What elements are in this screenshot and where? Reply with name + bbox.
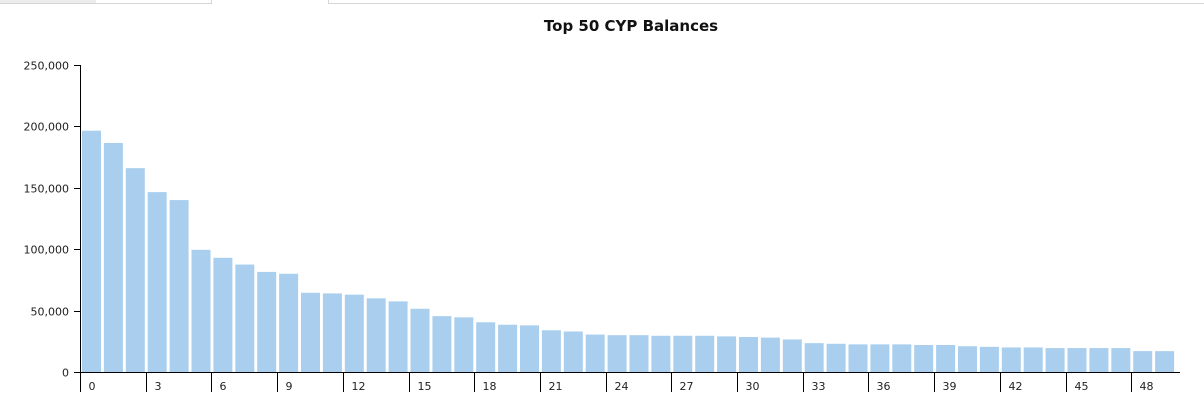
- bar-8: [257, 271, 277, 372]
- bar-43: [1023, 347, 1043, 372]
- bar-27: [673, 335, 693, 372]
- y-tick-label: 50,000: [31, 306, 70, 319]
- bar-16: [432, 316, 452, 372]
- bar-3: [147, 192, 167, 372]
- bar-21: [541, 330, 561, 372]
- bar-9: [279, 273, 299, 372]
- x-tick-label: 30: [746, 380, 760, 393]
- bar-46: [1089, 348, 1109, 372]
- bar-11: [322, 293, 342, 372]
- bar-10: [301, 292, 320, 372]
- y-tick-label: 250,000: [24, 60, 70, 73]
- tab-3[interactable]: [328, 0, 1204, 4]
- bar-17: [454, 317, 474, 372]
- bar-44: [1045, 348, 1065, 372]
- bar-18: [476, 322, 496, 372]
- bars-group: [82, 130, 1175, 372]
- x-tick-label: 0: [89, 380, 96, 393]
- x-tick-label: 27: [680, 380, 694, 393]
- bar-49: [1155, 351, 1175, 372]
- bar-7: [235, 264, 255, 372]
- bar-20: [520, 325, 539, 372]
- bar-1: [103, 142, 123, 372]
- x-tick-label: 36: [877, 380, 891, 393]
- bar-4: [169, 200, 189, 372]
- x-tick-label: 3: [155, 380, 162, 393]
- bar-40: [958, 346, 977, 372]
- bar-37: [892, 344, 912, 372]
- tab-2[interactable]: [96, 0, 212, 4]
- tab-1[interactable]: [0, 0, 96, 4]
- y-axis: 0 50,000 100,000 150,000 200,000 250,000: [24, 60, 81, 380]
- bar-22: [563, 331, 583, 372]
- x-tick-label: 18: [483, 380, 497, 393]
- x-tick-label: 33: [812, 380, 826, 393]
- x-tick-label: 15: [418, 380, 432, 393]
- x-tick-label: 45: [1075, 380, 1089, 393]
- bar-45: [1067, 348, 1087, 372]
- bar-25: [629, 335, 649, 372]
- bar-30: [739, 337, 758, 372]
- bar-32: [782, 339, 802, 372]
- top-tab-strip: [0, 0, 1204, 4]
- y-tick-label: 100,000: [24, 244, 70, 257]
- bar-14: [388, 301, 408, 372]
- x-tick-label: 39: [943, 380, 957, 393]
- bar-31: [760, 337, 780, 372]
- bar-47: [1111, 348, 1131, 372]
- y-tick-label: 0: [62, 367, 69, 380]
- x-tick-label: 48: [1140, 380, 1154, 393]
- y-tick-label: 150,000: [24, 183, 70, 196]
- bar-0: [82, 130, 101, 372]
- x-axis: 0 3 6 9 12 15 18 21 24 27 30 33 36 39 42 45 48: [80, 372, 1180, 393]
- bar-24: [607, 335, 627, 372]
- bar-28: [695, 335, 715, 372]
- x-tick-label: 9: [286, 380, 293, 393]
- x-tick-label: 12: [352, 380, 366, 393]
- bar-38: [914, 344, 934, 372]
- bar-5: [191, 249, 211, 372]
- bar-13: [366, 298, 386, 372]
- x-tick-label: 6: [220, 380, 227, 393]
- chart-title: Top 50 CYP Balances: [544, 17, 718, 35]
- bar-35: [848, 344, 868, 372]
- bar-6: [213, 257, 233, 372]
- y-tick-label: 200,000: [24, 121, 70, 134]
- x-tick-label: 42: [1009, 380, 1023, 393]
- x-tick-label: 24: [615, 380, 629, 393]
- bar-42: [1001, 347, 1021, 372]
- bar-36: [870, 344, 890, 372]
- bar-33: [804, 343, 824, 372]
- bar-12: [344, 294, 364, 372]
- bar-23: [585, 334, 605, 372]
- bar-29: [717, 336, 737, 372]
- bar-39: [936, 344, 956, 372]
- bar-26: [651, 335, 671, 372]
- bar-15: [410, 308, 430, 372]
- bar-19: [498, 324, 518, 372]
- bar-48: [1133, 351, 1153, 372]
- bar-41: [979, 346, 999, 372]
- bar-34: [826, 343, 846, 372]
- x-tick-label: 21: [549, 380, 563, 393]
- bar-2: [125, 168, 145, 372]
